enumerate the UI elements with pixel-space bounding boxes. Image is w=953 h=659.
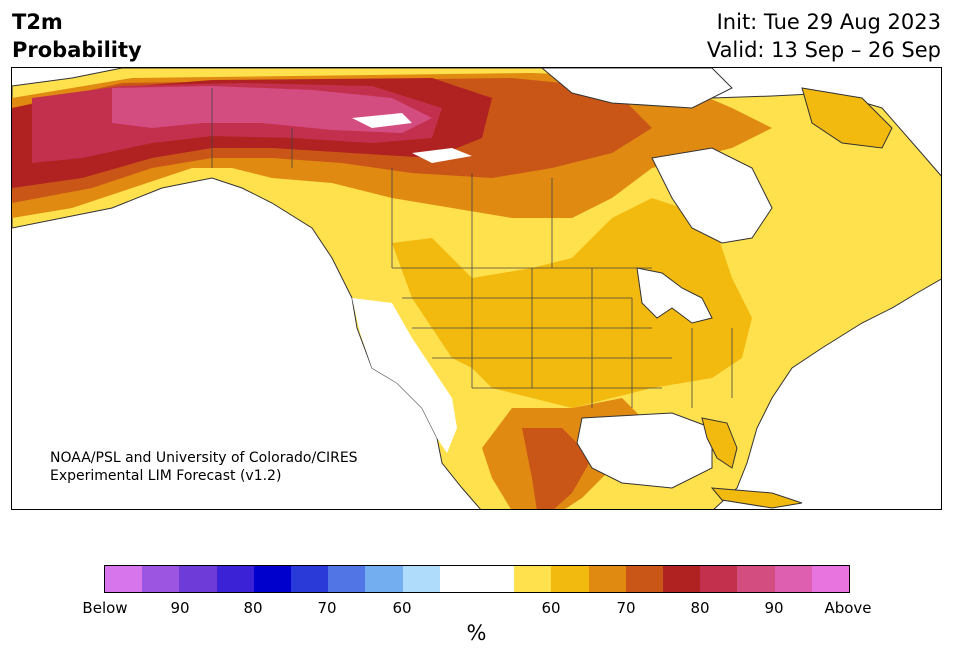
great-slave-lake xyxy=(412,148,472,163)
colorbar-swatch xyxy=(477,566,515,592)
great-lakes xyxy=(636,267,713,324)
colorbar-swatch xyxy=(514,566,552,592)
colorbar-swatch xyxy=(588,566,626,592)
colorbar-swatch xyxy=(774,566,812,592)
gulf-of-mexico xyxy=(576,412,713,489)
cuba xyxy=(710,487,803,509)
tick-below: Below xyxy=(82,599,128,617)
tick-above-60: 60 xyxy=(541,599,561,617)
baffin-island xyxy=(801,87,893,149)
west-coast-neutral xyxy=(352,298,457,453)
tick-below-80: 80 xyxy=(243,599,263,617)
tick-below-90: 90 xyxy=(170,599,190,617)
colorbar-swatch xyxy=(811,566,850,592)
colorbar-swatch xyxy=(142,566,180,592)
arctic-water xyxy=(541,68,733,109)
map-title: T2m Probability xyxy=(12,8,142,64)
great-bear-lake xyxy=(352,113,412,128)
title-metric: Probability xyxy=(12,38,142,62)
band-60-65 xyxy=(392,198,752,408)
colorbar-unit: % xyxy=(466,621,487,645)
colorbar-swatch xyxy=(291,566,329,592)
map-canvas xyxy=(12,68,941,509)
colorbar-swatch xyxy=(328,566,366,592)
credit-line-1: NOAA/PSL and University of Colorado/CIRE… xyxy=(50,450,358,466)
valid-range: Valid: 13 Sep – 26 Sep xyxy=(706,38,941,62)
title-variable: T2m xyxy=(12,10,63,34)
tick-above-70: 70 xyxy=(616,599,636,617)
florida xyxy=(701,417,738,469)
tick-below-70: 70 xyxy=(317,599,337,617)
forecast-dates: Init: Tue 29 Aug 2023 Valid: 13 Sep – 26… xyxy=(707,8,941,64)
hudson-bay xyxy=(651,147,773,244)
colorbar-swatch xyxy=(663,566,701,592)
credit-line-2: Experimental LIM Forecast (v1.2) xyxy=(50,468,282,484)
colorbar-swatch xyxy=(700,566,738,592)
colorbar-swatch xyxy=(551,566,589,592)
colorbar-swatch xyxy=(737,566,775,592)
boundaries xyxy=(211,88,733,408)
band-70-75-gulf xyxy=(522,428,592,509)
colorbar-swatch xyxy=(439,566,478,592)
tick-above: Above xyxy=(824,599,872,617)
colorbar-ticks: Below 90 80 70 60 60 70 80 90 Above xyxy=(0,599,953,619)
colorbar-swatch xyxy=(365,566,403,592)
colorbar-swatch xyxy=(179,566,217,592)
init-date: Init: Tue 29 Aug 2023 xyxy=(716,10,941,34)
colorbar-swatch xyxy=(402,566,440,592)
tick-above-80: 80 xyxy=(690,599,710,617)
colorbar-swatch xyxy=(216,566,254,592)
colorbar-swatch xyxy=(105,566,143,592)
map-credit: NOAA/PSL and University of Colorado/CIRE… xyxy=(50,449,358,485)
probability-map: NOAA/PSL and University of Colorado/CIRE… xyxy=(11,67,942,510)
band-85-90 xyxy=(112,86,432,133)
tick-above-90: 90 xyxy=(764,599,784,617)
colorbar-swatch xyxy=(625,566,664,592)
tick-below-60: 60 xyxy=(392,599,412,617)
colorbar-swatch xyxy=(253,566,292,592)
colorbar xyxy=(104,565,850,593)
